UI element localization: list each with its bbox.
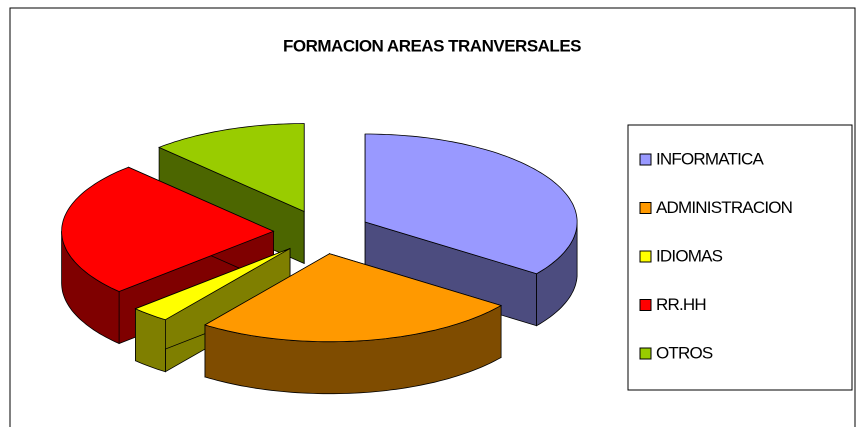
- legend-swatch: [639, 153, 652, 166]
- slice: [158, 123, 305, 213]
- slice: [203, 253, 503, 343]
- legend-label: ADMINISTRACION: [656, 198, 792, 217]
- pie: [61, 123, 578, 395]
- legend-swatch: [639, 299, 652, 311]
- legend-label: IDIOMAS: [656, 246, 723, 265]
- slice: [364, 133, 578, 275]
- legend-label: INFORMATICA: [656, 149, 765, 168]
- legend-swatch: [639, 347, 652, 360]
- legend-box: [627, 124, 853, 391]
- legend-label: OTROS: [656, 343, 713, 362]
- chart-title: FORMACION AREAS TRANVERSALES: [283, 36, 581, 55]
- legend-swatch: [639, 250, 652, 263]
- legend-label: RR.HH: [656, 295, 706, 314]
- legend: INFORMATICA ADMINISTRACION IDIOMAS RR.HH OTR…: [639, 149, 793, 362]
- legend-swatch: [639, 202, 652, 214]
- slice: [61, 166, 275, 292]
- slice: [134, 248, 291, 321]
